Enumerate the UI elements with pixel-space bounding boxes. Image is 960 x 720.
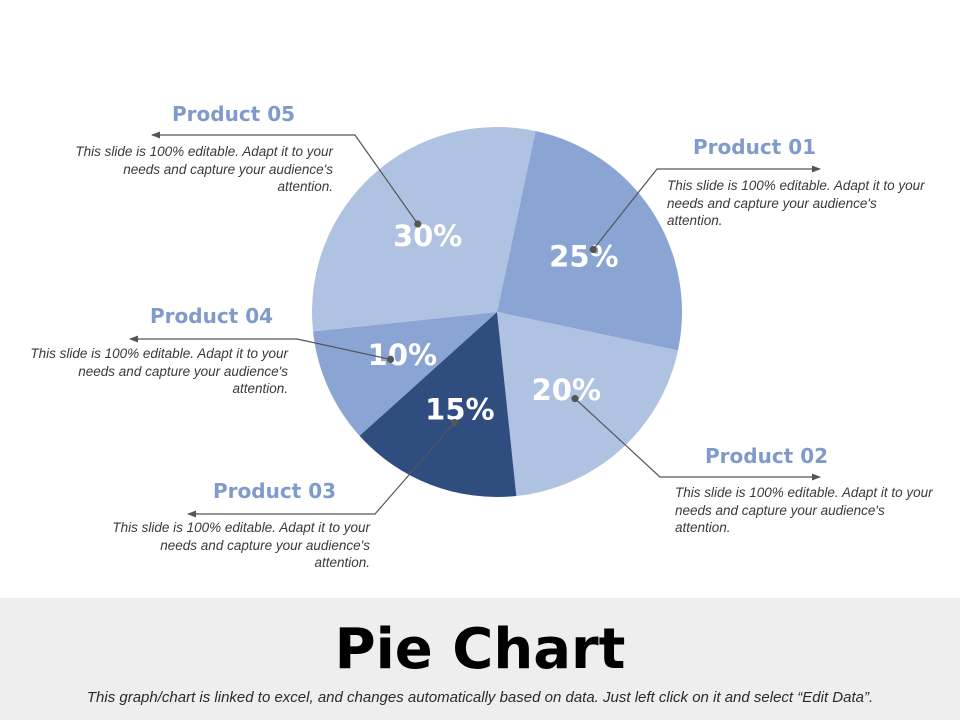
pie-value-label-product-04: 10% [368,338,437,372]
page-subtitle: This graph/chart is linked to excel, and… [86,689,874,706]
chart-area: 25% 20% 15% 10% 30% Product 01 This slide is… [0,0,960,598]
pie-slice-product-03[interactable] [359,312,517,497]
pie-value-label-product-03: 15% [425,393,494,427]
leader-line-product-02 [574,398,821,481]
leader-dot-product-04 [386,355,395,364]
pie-value-label-product-01: 25% [549,240,618,274]
pie-slice-product-01[interactable] [497,131,682,351]
product-03-description: This slide is 100% editable. Adapt it to… [112,520,370,570]
page-title: Pie Chart [334,617,626,682]
pie-value-label-product-05: 30% [393,219,462,253]
pie-value-label-product-02: 20% [532,373,601,407]
pie-chart[interactable]: 25% 20% 15% 10% 30% [0,0,960,598]
product-02-description: This slide is 100% editable. Adapt it to… [675,485,933,535]
leader-line-product-01 [592,165,821,250]
pie-value-labels: 25% 20% 15% 10% 30% [368,219,619,427]
product-05-title: Product 05 [172,102,296,126]
leader-line-product-03 [187,422,456,518]
pie-slice-product-02[interactable] [497,312,678,496]
leader-line-product-04 [129,335,391,360]
product-04-description: This slide is 100% editable. Adapt it to… [30,346,288,396]
product-03-title: Product 03 [213,479,337,503]
product-05-description: This slide is 100% editable. Adapt it to… [75,144,333,194]
leader-lines [129,131,821,518]
product-01-title: Product 01 [693,135,817,159]
pie-slices [312,126,682,497]
leader-dot-product-02 [571,395,579,403]
leader-dot-product-03 [450,418,459,427]
leader-dot-product-01 [589,245,597,254]
product-04-title: Product 04 [150,304,274,328]
product-02-title: Product 02 [705,444,829,468]
product-01-description: This slide is 100% editable. Adapt it to… [667,178,925,228]
leader-line-product-05 [151,131,419,225]
pie-slice-product-05[interactable] [312,126,536,332]
footer-band: Pie Chart This graph/chart is linked to … [0,598,960,720]
leader-dot-product-05 [414,220,422,228]
pie-slice-product-04[interactable] [313,312,497,436]
